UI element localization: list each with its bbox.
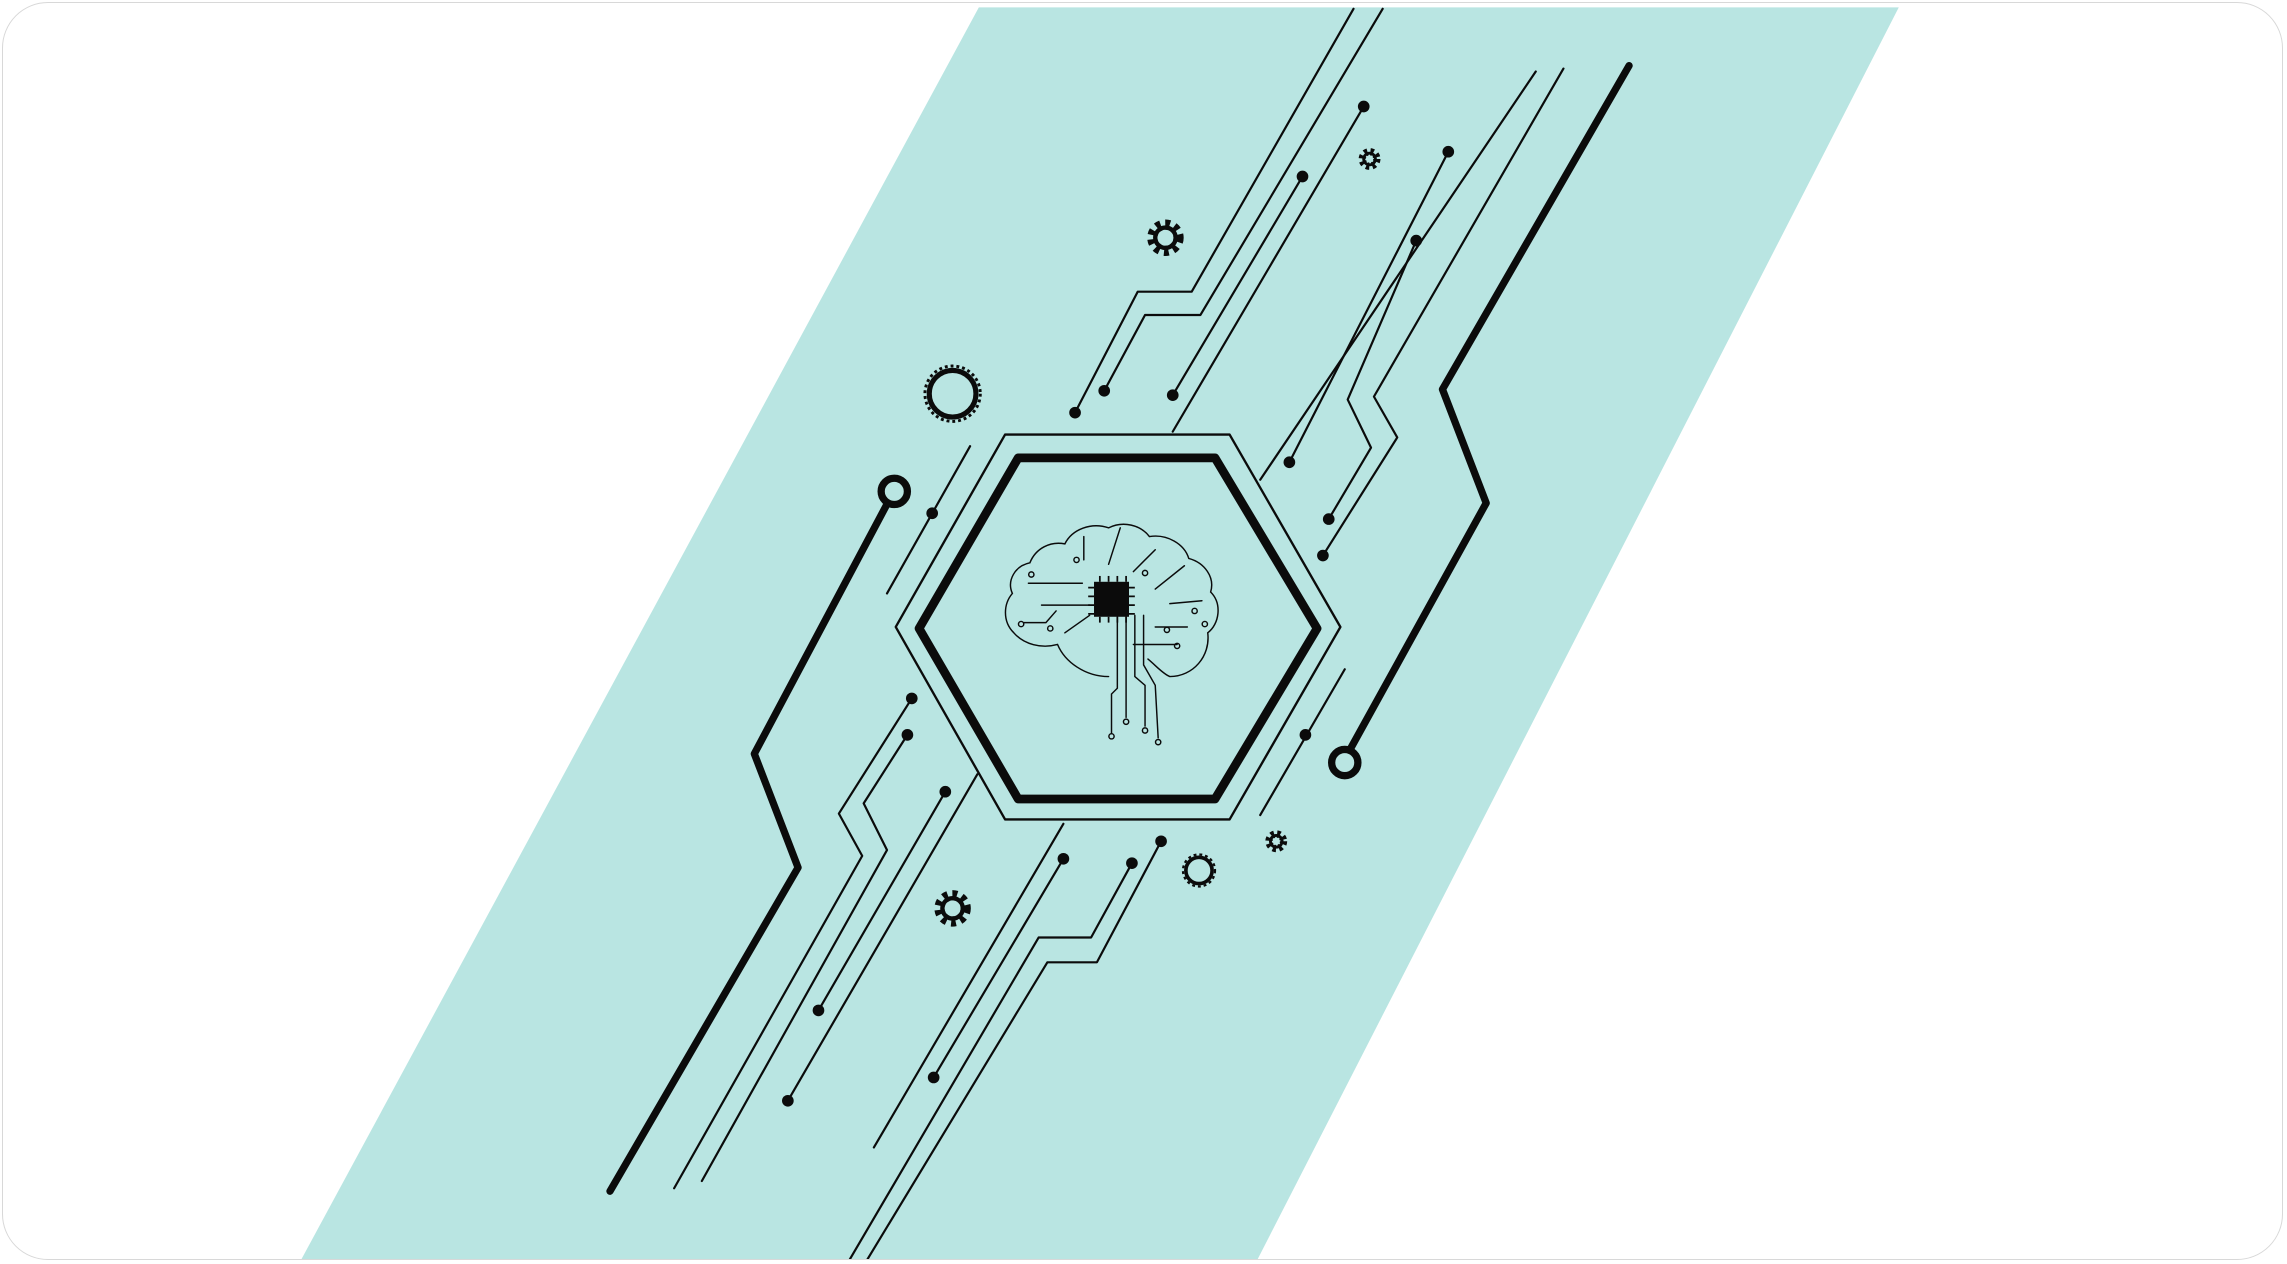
diagonal-band [301,7,1899,1259]
chip-pins [1088,575,1135,623]
ring-icon [1181,853,1217,888]
outer-hexagon [894,433,1342,821]
ring-icon [877,474,912,509]
thick-trace-right [1344,62,1633,758]
lower-traces [673,697,1163,1259]
ring-icon [923,364,982,423]
ring-icon [926,367,979,420]
circuit-illustration [301,7,1899,1259]
inner-hexagon [914,453,1322,804]
ring-icon [1328,745,1362,780]
gear-icon [1147,219,1184,256]
brain-icon [1004,523,1219,746]
gear-icon [1265,830,1288,853]
trace-dots [782,100,1455,1107]
chip-icon [1094,581,1130,617]
thick-trace-left [606,495,894,1195]
gear-icon [1358,148,1381,170]
ring-icon [1184,855,1214,886]
upper-traces [885,7,1565,817]
gear-icon [934,890,971,927]
